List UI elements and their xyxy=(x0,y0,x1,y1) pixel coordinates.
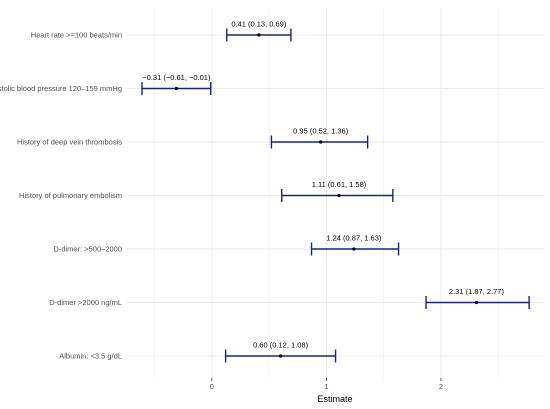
x-tick-label: 0 xyxy=(210,382,214,391)
row-label: Heart rate >=100 beats/min xyxy=(31,31,122,40)
row-label: D-dimer: >500–2000 xyxy=(53,245,122,254)
forest-marks: 0.41 (0.13, 0.69) −0.31 (−0.61, −0.01) 0.9… xyxy=(141,20,530,363)
estimate-point xyxy=(352,247,356,251)
estimate-point xyxy=(319,140,323,144)
estimate-point xyxy=(279,354,283,358)
estimate-label: −0.31 (−0.61, −0.01) xyxy=(142,73,211,82)
estimate-point xyxy=(474,300,479,305)
forest-row: 1.11 (0.61, 1.58) xyxy=(281,180,394,202)
estimate-label: 0.95 (0.52, 1.36) xyxy=(293,127,349,136)
row-label: Albumin: <3.5 g/dL xyxy=(59,352,122,361)
estimate-label: 0.41 (0.13, 0.69) xyxy=(231,20,287,29)
estimate-point xyxy=(337,193,341,198)
x-axis-title: Estimate xyxy=(317,394,352,404)
forest-row: 0.41 (0.13, 0.69) xyxy=(226,20,292,42)
estimate-point xyxy=(257,33,261,37)
row-label: History of deep vein thrombosis xyxy=(17,138,122,147)
estimate-label: 0.60 (0.12, 1.08) xyxy=(253,341,309,350)
forest-row: 0.95 (0.52, 1.36) xyxy=(270,127,369,149)
estimate-label: 1.11 (0.61, 1.58) xyxy=(312,180,367,189)
estimate-label: 1.24 (0.87, 1.63) xyxy=(326,234,382,243)
row-label: Systolic blood pressure 120–159 mmHg xyxy=(0,84,122,93)
forest-row: −0.31 (−0.61, −0.01) xyxy=(141,73,212,95)
forest-row: 0.60 (0.12, 1.08) xyxy=(224,341,337,363)
forest-row: 1.24 (0.87, 1.63) xyxy=(310,234,400,256)
row-label: D-dimer >2000 ng/mL xyxy=(49,298,122,307)
plot-panel xyxy=(126,8,544,378)
x-tick-label: 1 xyxy=(324,382,328,391)
row-label: History of pulmonary embolism xyxy=(19,191,122,200)
x-tick-label: 2 xyxy=(439,382,443,391)
estimate-label: 2.31 (1.87, 2.77) xyxy=(449,287,505,296)
row-labels: Heart rate >=100 beats/min Systolic blood… xyxy=(0,31,122,361)
forest-row: 2.31 (1.87, 2.77) xyxy=(425,287,530,309)
estimate-point xyxy=(174,86,178,91)
x-axis-ticks: 0 1 2 xyxy=(210,378,443,391)
